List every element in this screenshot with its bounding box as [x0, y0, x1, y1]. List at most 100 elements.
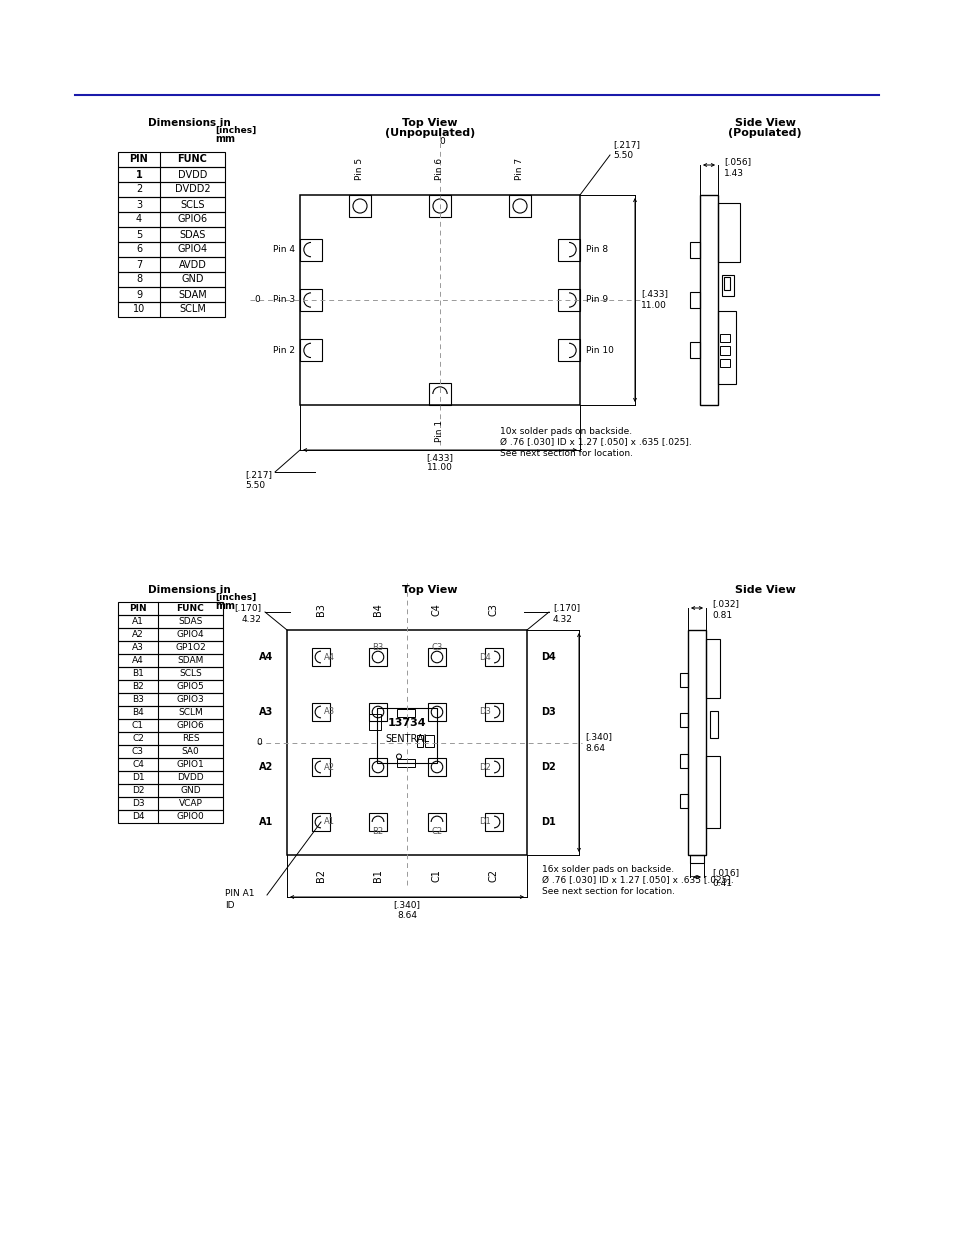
Bar — [558, 340, 579, 362]
Text: ID: ID — [225, 900, 234, 909]
Text: Pin 1: Pin 1 — [435, 420, 444, 442]
Bar — [679, 753, 687, 767]
Text: 2: 2 — [135, 184, 142, 194]
Text: Top View: Top View — [402, 585, 457, 595]
Text: SENTRAL: SENTRAL — [384, 735, 429, 745]
Text: B4: B4 — [373, 603, 382, 616]
Bar — [118, 257, 225, 272]
Text: GP1O2: GP1O2 — [175, 643, 206, 652]
Text: A3: A3 — [258, 706, 273, 718]
Text: [.056]: [.056] — [723, 158, 750, 167]
Bar — [705, 638, 720, 698]
Bar — [700, 195, 718, 405]
Text: mm: mm — [214, 601, 234, 611]
Text: A1: A1 — [258, 818, 273, 827]
Text: D2: D2 — [540, 762, 556, 772]
Text: A4: A4 — [258, 652, 273, 662]
Bar — [428, 758, 446, 776]
Text: A2: A2 — [132, 630, 144, 638]
Text: Dimensions in: Dimensions in — [148, 119, 231, 128]
Text: B2: B2 — [132, 682, 144, 692]
Text: A2: A2 — [258, 762, 273, 772]
Bar — [118, 212, 225, 227]
Bar — [118, 227, 225, 242]
Text: PIN: PIN — [129, 604, 147, 613]
Bar — [689, 242, 700, 258]
Text: 0: 0 — [254, 295, 260, 305]
Bar — [558, 238, 579, 261]
Text: C2: C2 — [132, 734, 144, 743]
Bar — [705, 756, 720, 827]
Text: 5.50: 5.50 — [613, 152, 633, 161]
Text: C4: C4 — [132, 760, 144, 769]
Text: D2: D2 — [478, 762, 491, 772]
Text: Side View: Side View — [734, 119, 795, 128]
Text: 6: 6 — [135, 245, 142, 254]
Text: C2: C2 — [489, 869, 498, 882]
Bar — [118, 167, 225, 182]
Text: 13734: 13734 — [387, 718, 426, 727]
Text: PIN A1: PIN A1 — [225, 888, 254, 898]
Bar — [484, 813, 502, 831]
Text: D3: D3 — [478, 708, 491, 716]
Text: SA0: SA0 — [181, 747, 199, 756]
Bar — [376, 708, 436, 762]
Text: 0.81: 0.81 — [711, 610, 731, 620]
Bar — [118, 198, 225, 212]
Text: Ø .76 [.030] ID x 1.27 [.050] x .635 [.025].: Ø .76 [.030] ID x 1.27 [.050] x .635 [.0… — [541, 876, 733, 885]
Bar — [484, 758, 502, 776]
Bar — [118, 152, 225, 167]
Text: Pin 9: Pin 9 — [585, 295, 607, 305]
Text: 5: 5 — [135, 230, 142, 240]
Text: Side View: Side View — [734, 585, 795, 595]
Bar — [299, 340, 322, 362]
Text: [.433]: [.433] — [640, 289, 667, 299]
Text: A2: A2 — [324, 762, 335, 772]
Bar — [369, 758, 387, 776]
Bar — [558, 289, 579, 311]
Text: D1: D1 — [540, 818, 556, 827]
Bar — [118, 615, 223, 629]
Text: 10: 10 — [132, 305, 145, 315]
Bar — [118, 287, 225, 303]
Text: A1: A1 — [324, 818, 335, 826]
Bar — [428, 648, 446, 666]
Bar — [424, 735, 434, 746]
Text: 8.64: 8.64 — [584, 743, 604, 753]
Text: mm: mm — [214, 135, 234, 144]
Bar — [312, 813, 330, 831]
Text: B1: B1 — [132, 669, 144, 678]
Text: B1: B1 — [373, 869, 382, 882]
Bar — [118, 629, 223, 641]
Bar — [723, 277, 729, 289]
Text: C3: C3 — [431, 643, 442, 652]
Bar — [369, 813, 387, 831]
Bar — [299, 238, 322, 261]
Text: 1: 1 — [135, 169, 142, 179]
Bar — [118, 771, 223, 784]
Bar — [118, 667, 223, 680]
Text: B2: B2 — [315, 869, 326, 882]
Text: A4: A4 — [132, 656, 144, 664]
Text: SDAS: SDAS — [178, 618, 202, 626]
Text: 5.50: 5.50 — [245, 482, 265, 490]
Text: Ø .76 [.030] ID x 1.27 [.050] x .635 [.025].: Ø .76 [.030] ID x 1.27 [.050] x .635 [.0… — [499, 438, 691, 447]
Bar — [118, 693, 223, 706]
Text: GND: GND — [180, 785, 200, 795]
Bar — [396, 758, 415, 767]
Bar — [428, 703, 446, 721]
Text: D4: D4 — [540, 652, 556, 662]
Text: 7: 7 — [135, 259, 142, 269]
Bar — [118, 706, 223, 719]
Text: 0: 0 — [256, 739, 262, 747]
Bar — [429, 383, 451, 405]
Bar — [369, 648, 387, 666]
Bar — [720, 333, 729, 342]
Bar — [484, 703, 502, 721]
Text: 11.00: 11.00 — [427, 463, 453, 473]
Text: SDAS: SDAS — [179, 230, 206, 240]
Text: C1: C1 — [432, 869, 441, 882]
Bar — [312, 648, 330, 666]
Text: 8: 8 — [135, 274, 142, 284]
Bar — [299, 289, 322, 311]
